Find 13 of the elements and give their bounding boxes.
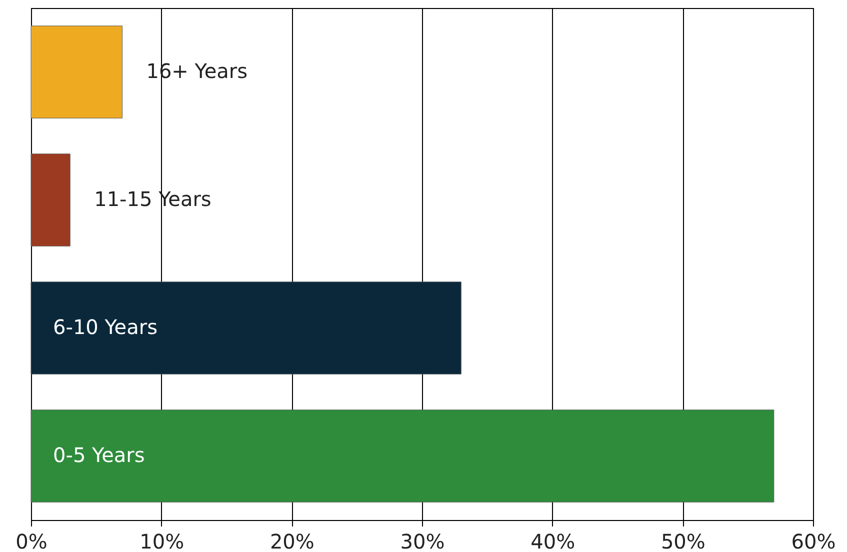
x-tick-label: 10% (140, 530, 184, 552)
x-tick-label: 30% (400, 530, 445, 552)
bar (30, 26, 122, 118)
bar (30, 154, 70, 246)
y-tick-label: 0-5 Years (53, 443, 145, 467)
bar (30, 410, 774, 502)
x-tick-label: 50% (660, 530, 706, 552)
bar (30, 282, 462, 374)
x-tick-label: 20% (270, 530, 314, 552)
x-tick-label: 40% (530, 530, 576, 552)
x-tick-label: 60% (791, 530, 836, 552)
x-tick-label: 0% (16, 530, 48, 552)
y-tick-label: 6-10 Years (53, 315, 158, 339)
